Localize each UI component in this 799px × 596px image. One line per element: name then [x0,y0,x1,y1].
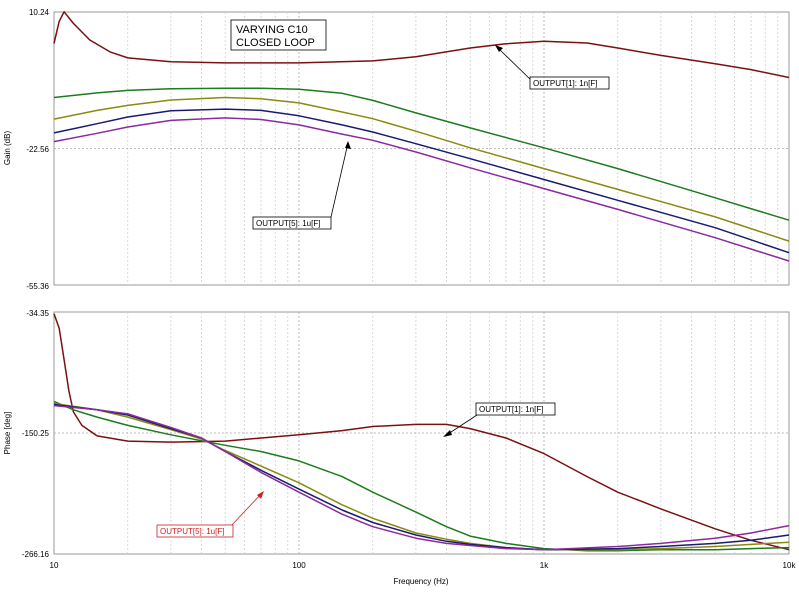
phase-series-line-2 [53,400,790,552]
xtick-10: 10 [50,561,59,570]
xtick-1k: 1k [540,561,549,570]
phase-annotation-1n-box [475,402,556,416]
gain-ytick-top: 10.24 [29,8,50,17]
phase-series-line-3 [53,402,790,551]
phase-ylabel: Phase [deg] [3,412,12,455]
phase-annotation-1n-arrowhead [443,430,452,437]
phase-series-line-1 [53,313,790,551]
gain-series-line-1 [53,11,790,79]
gain-annotation-1u-label: OUTPUT[5]: 1u[F] [256,219,320,228]
gain-annotation-1n-label: OUTPUT[1]: 1n[F] [533,79,597,88]
gain-ytick-bottom: -55.36 [26,282,49,291]
gain-series-line-4 [53,108,790,254]
phase-ytick-bottom: -266.16 [22,550,50,559]
xtick-10k: 10k [783,561,797,570]
phase-series-line-4 [53,403,790,551]
phase-annotation-1u-box [156,524,234,538]
gain-annotation-1n-leader [496,46,534,83]
phase-annotation-1u-arrowhead [257,491,264,499]
gain-annotation-1n-box [529,76,610,90]
phase-series-group [53,313,790,552]
title-box [230,19,327,51]
phase-annotation-1u-leader [229,492,263,528]
gain-series-group [53,11,790,262]
xlabel: Frequency (Hz) [393,577,448,586]
gain-annotation-1u-leader [330,142,349,218]
gain-ytick-mid: -22.56 [26,145,49,154]
gain-series-line-3 [53,96,790,242]
phase-ytick-mid: -150.25 [22,429,50,438]
phase-series-line-5 [53,404,790,551]
chart-title-line-2: CLOSED LOOP [236,37,315,49]
xtick-100: 100 [292,561,306,570]
gain-annotation-1n-arrowhead [495,45,503,52]
gain-series-line-5 [53,117,790,262]
gain-series-line-2 [53,87,790,221]
gain-annotation-1u-arrowhead [345,141,351,149]
phase-ytick-top: -34.35 [26,309,49,318]
phase-annotation-1u-label: OUTPUT[5]: 1u[F] [160,527,224,536]
gain-ylabel: Gain (dB) [3,131,12,166]
gain-annotation-1u-box [252,216,332,230]
chart-title-line-1: VARYING C10 [236,24,308,36]
phase-annotation-1n-label: OUTPUT[1]: 1n[F] [479,405,543,414]
